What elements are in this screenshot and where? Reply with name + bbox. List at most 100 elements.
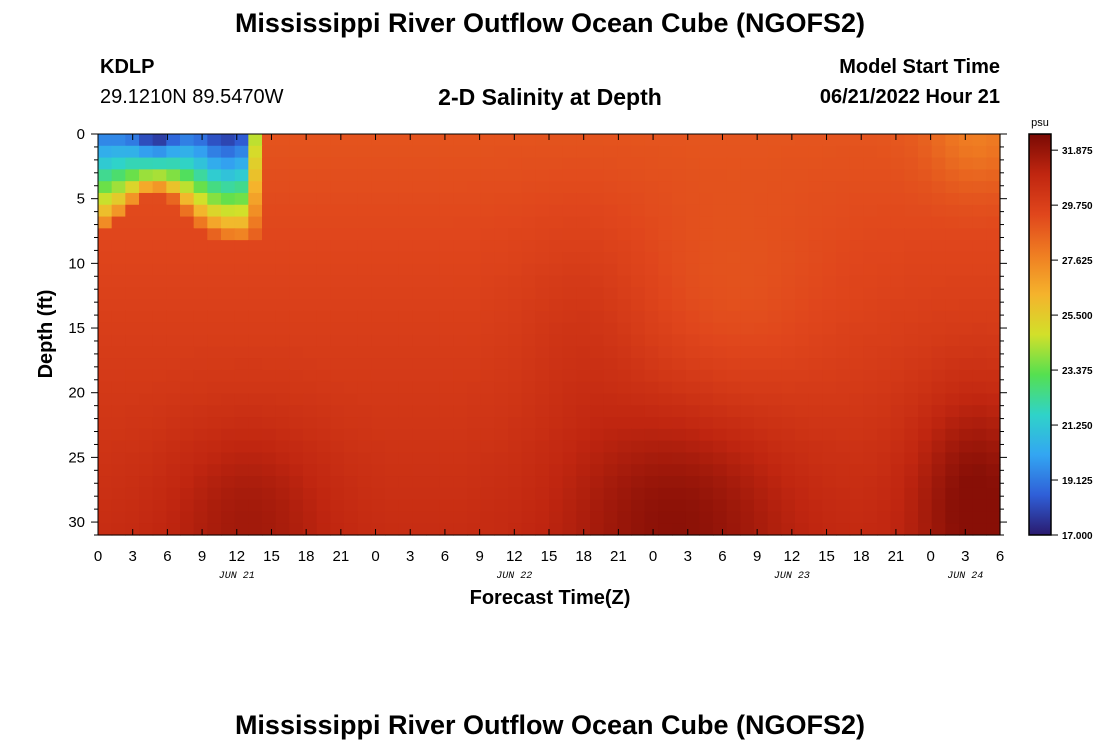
heatmap-cell [631,228,646,241]
heatmap-cell [330,511,345,524]
heatmap-cell [658,134,673,147]
heatmap-cell [644,216,659,229]
heatmap-cell [426,169,441,182]
heatmap-cell [398,464,413,477]
heatmap-cell [617,405,632,418]
heatmap-cell [822,228,837,241]
heatmap-cell [986,251,1001,265]
heatmap-cell [275,369,290,383]
heatmap-cell [494,523,509,536]
heatmap-cell [111,287,126,300]
heatmap-cell [180,358,195,371]
heatmap-cell [480,369,495,383]
x-tick-label: 3 [961,548,969,565]
heatmap-cell [699,299,714,312]
heatmap-cell [754,157,769,170]
heatmap-cell [262,428,277,442]
heatmap-cell [658,334,673,347]
x-tick-label: 3 [406,548,414,565]
heatmap-cell [590,452,605,465]
heatmap-cell [781,464,796,477]
x-axis-label: Forecast Time(Z) [470,587,631,609]
heatmap-cell [330,405,345,418]
heatmap-cell [890,204,905,218]
heatmap-cell [740,181,755,194]
heatmap-cell [699,228,714,241]
heatmap-cell [808,275,823,288]
heatmap-cell [221,251,236,265]
heatmap-cell [877,228,892,241]
heatmap-cell [877,523,892,536]
heatmap-cell [808,310,823,324]
heatmap-cell [617,228,632,241]
heatmap-cell [603,452,618,465]
heatmap-cell [480,169,495,182]
heatmap-cell [822,523,837,536]
heatmap-cell [767,452,782,465]
heatmap-cell [248,157,263,170]
heatmap-cell [344,334,359,347]
heatmap-cell [617,251,632,265]
heatmap-cell [180,181,195,194]
heatmap-cell [262,192,277,206]
heatmap-cell [576,134,591,147]
heatmap-cell [371,476,386,489]
heatmap-cell [617,452,632,465]
heatmap-cell [426,145,441,159]
heatmap-cell [767,134,782,147]
heatmap-cell [221,216,236,229]
heatmap-cell [617,393,632,406]
heatmap-cell [904,417,919,430]
heatmap-cell [453,204,468,218]
heatmap-cell [439,464,454,477]
heatmap-cell [576,240,591,253]
heatmap-cell [836,499,851,513]
heatmap-cell [699,487,714,501]
heatmap-cell [740,417,755,430]
heatmap-cell [248,322,263,336]
heatmap-cell [795,192,810,206]
heatmap-cell [385,334,400,347]
heatmap-cell [740,204,755,218]
heatmap-cell [631,464,646,477]
heatmap-cell [849,263,864,277]
heatmap-cell [467,157,482,170]
heatmap-cell [316,287,331,300]
heatmap-cell [808,523,823,536]
heatmap-cell [576,169,591,182]
heatmap-cell [945,275,960,288]
heatmap-cell [699,251,714,265]
heatmap-cell [494,181,509,194]
heatmap-cell [248,358,263,371]
heatmap-cell [248,487,263,501]
heatmap-cell [726,405,741,418]
heatmap-cell [152,511,167,524]
heatmap-cell [453,251,468,265]
heatmap-cell [166,169,181,182]
heatmap-cell [303,334,318,347]
heatmap-cell [849,145,864,159]
heatmap-cell [685,157,700,170]
heatmap-cell [781,240,796,253]
heatmap-cell [877,487,892,501]
heatmap-cell [480,216,495,229]
heatmap-cell [357,452,372,465]
heatmap-cell [904,263,919,277]
heatmap-cell [357,440,372,454]
heatmap-cell [166,263,181,277]
heatmap-cell [193,452,208,465]
heatmap-cell [221,476,236,489]
heatmap-cell [494,240,509,253]
heatmap-cell [439,523,454,536]
colorbar-tick-label: 23.375 [1062,366,1093,377]
heatmap-cell [248,134,263,147]
heatmap-cell [125,310,140,324]
heatmap-cell [836,169,851,182]
heatmap-cell [877,322,892,336]
heatmap-cell [275,393,290,406]
heatmap-cell [521,452,536,465]
heatmap-cell [672,358,687,371]
heatmap-cell [494,275,509,288]
heatmap-cell [754,452,769,465]
heatmap-cell [631,192,646,206]
